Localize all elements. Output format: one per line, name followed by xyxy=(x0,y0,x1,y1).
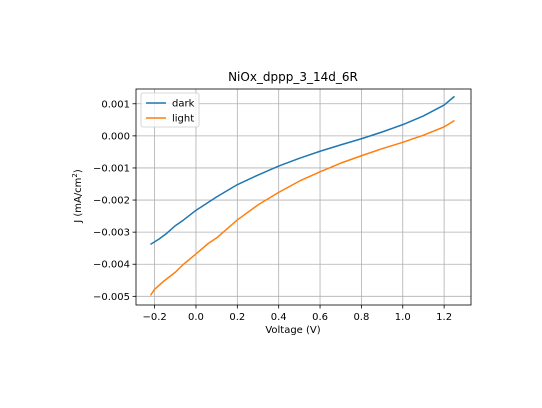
y-tick-label: 0.001 xyxy=(101,99,130,110)
y-tick-label: −0.003 xyxy=(93,228,130,239)
x-tick-label: −0.2 xyxy=(142,312,166,323)
legend-label-light: light xyxy=(172,114,194,125)
x-axis-label: Voltage (V) xyxy=(265,325,320,336)
x-tick-label: 1.2 xyxy=(436,312,452,323)
y-tick-label: −0.001 xyxy=(93,163,130,174)
series-line-dark xyxy=(150,95,455,245)
x-tick-label: 0.2 xyxy=(229,312,245,323)
y-axis-label-close: ) xyxy=(73,169,84,173)
series-line-light xyxy=(149,119,455,296)
y-axis-label-superscript: 2 xyxy=(71,173,79,177)
y-tick-label: −0.002 xyxy=(93,196,130,207)
plot-frame xyxy=(135,88,472,306)
x-tick-label: 0.4 xyxy=(271,312,287,323)
x-tick-label: 0.6 xyxy=(312,312,328,323)
y-axis-label-main: J (mA/cm xyxy=(73,178,84,224)
y-tick-label: 0.000 xyxy=(101,131,130,142)
y-tick-label: −0.004 xyxy=(93,260,130,271)
series-lines xyxy=(149,95,455,296)
gridlines xyxy=(136,89,471,305)
y-axis-label: J (mA/cm2) xyxy=(71,169,84,224)
axis-ticks: −0.2 0.0 0.2 0.4 0.6 0.8 1.0 1.2 −0.005 −0.004 −0.… xyxy=(93,99,452,323)
x-tick-label: 0.0 xyxy=(188,312,204,323)
legend: dark light xyxy=(140,92,200,128)
x-tick-label: 0.8 xyxy=(353,312,369,323)
x-tick-label: 1.0 xyxy=(395,312,411,323)
chart-title: NiOx_dppp_3_14d_6R xyxy=(228,70,358,84)
y-tick-label: −0.005 xyxy=(93,292,130,303)
legend-label-dark: dark xyxy=(172,99,195,110)
